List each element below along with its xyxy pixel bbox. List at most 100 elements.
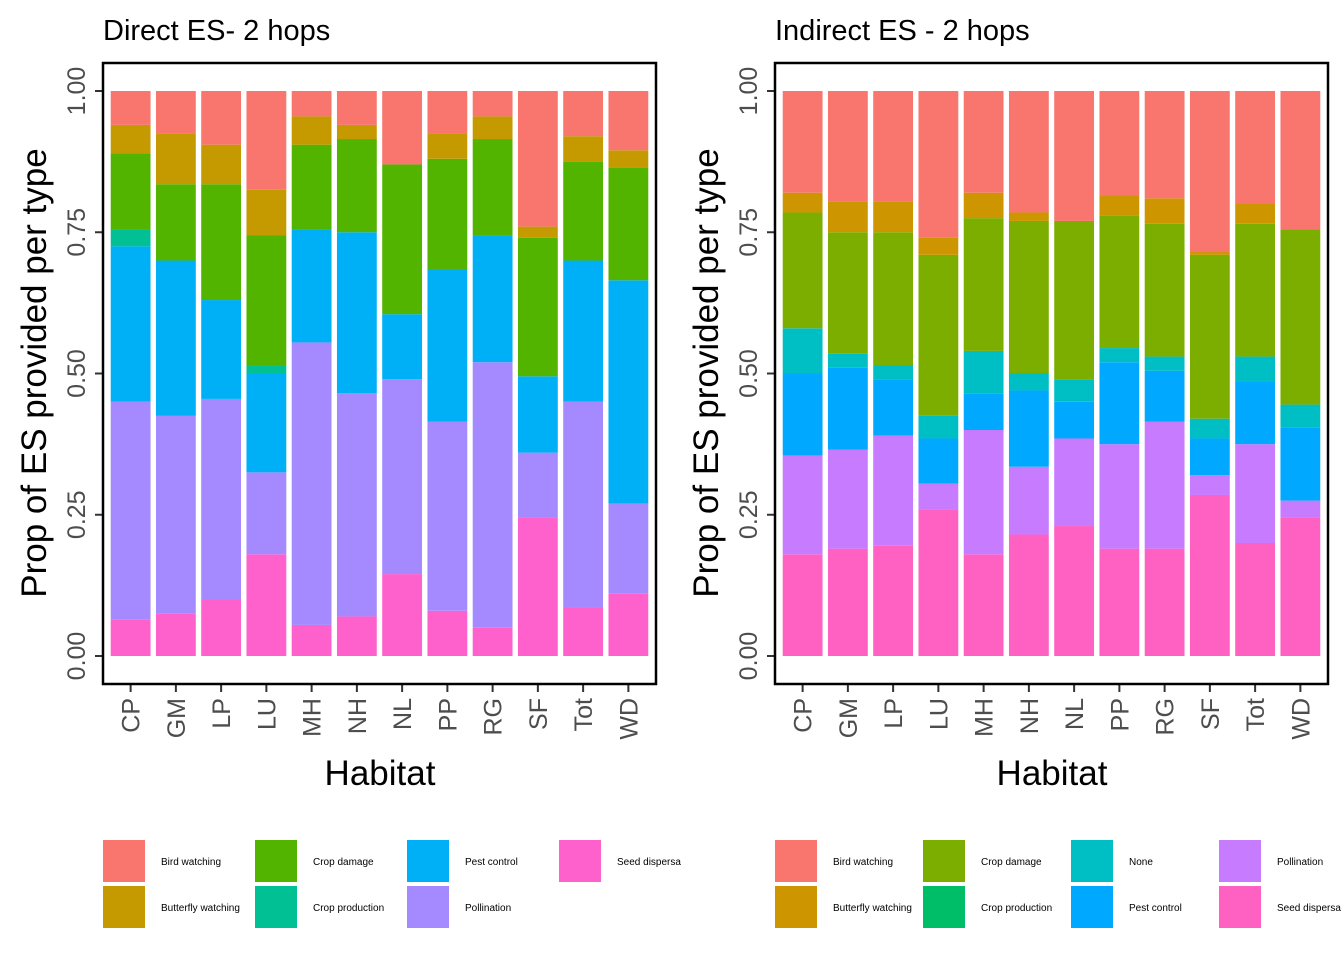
bar-segment-tot-crop-damage xyxy=(563,161,604,261)
bar-segment-gm-pollination xyxy=(155,415,196,614)
legend-label: Butterfly watching xyxy=(161,903,240,914)
bar-segment-sf-butterfly-watching xyxy=(1189,252,1230,255)
bar-segment-lp-pollination xyxy=(201,398,242,600)
bar-segment-gm-butterfly-watching xyxy=(827,201,868,233)
bar-segment-wd-pollination xyxy=(608,503,649,594)
x-tick-label: NH xyxy=(1016,698,1044,734)
bar-segment-tot-butterfly-watching xyxy=(1235,204,1276,224)
legend-swatch xyxy=(255,886,297,928)
y-tick-label: 0.25 xyxy=(63,490,91,539)
bar-segment-lu-butterfly-watching xyxy=(246,189,287,236)
legend-swatch xyxy=(1071,840,1113,882)
y-tick-label: 0.75 xyxy=(63,208,91,257)
legend-label: Crop damage xyxy=(981,857,1042,868)
bar-segment-sf-crop-damage xyxy=(1189,254,1230,419)
x-axis-title: Habitat xyxy=(997,754,1108,793)
bar-segment-wd-crop-damage xyxy=(1280,229,1321,405)
bar-segment-lu-pollination xyxy=(246,472,287,555)
bar-segment-cp-butterfly-watching xyxy=(782,192,823,213)
x-tick-label: PP xyxy=(1106,698,1134,731)
y-tick-label: 0.25 xyxy=(735,490,763,539)
bar-segment-wd-seed-dispersa xyxy=(1280,517,1321,656)
bar-segment-lp-pollination xyxy=(873,435,914,546)
bar-segment-lu-crop-damage xyxy=(918,254,959,416)
bar-segment-nl-pest-control xyxy=(1054,401,1095,439)
x-tick-label: NL xyxy=(389,698,417,730)
bar-segment-tot-pollination xyxy=(563,401,604,608)
legend-label: Crop production xyxy=(313,903,384,914)
bar-segment-rg-bird-watching xyxy=(472,91,513,117)
bar-segment-cp-crop-damage xyxy=(110,153,151,230)
y-axis-title: Prop of ES provided per type xyxy=(687,148,726,597)
x-tick-label: RG xyxy=(480,698,508,736)
bar-segment-wd-bird-watching xyxy=(608,91,649,151)
bar-segment-lp-crop-damage xyxy=(873,232,914,366)
bar-segment-nh-pest-control xyxy=(336,232,377,394)
bar-segment-lu-bird-watching xyxy=(918,91,959,238)
legend-label: Pollination xyxy=(1277,857,1323,868)
bar-segment-rg-butterfly-watching xyxy=(1144,198,1185,224)
bar-segment-lu-bird-watching xyxy=(246,91,287,190)
bar-segment-cp-butterfly-watching xyxy=(110,124,151,154)
bar-segment-lu-seed-dispersa xyxy=(918,509,959,656)
bar-segment-wd-seed-dispersa xyxy=(608,593,649,656)
x-tick-label: LU xyxy=(253,698,281,730)
bar-segment-nh-bird-watching xyxy=(1008,91,1049,213)
y-tick-label: 0.50 xyxy=(63,349,91,398)
bar-segment-cp-pollination xyxy=(782,455,823,555)
legend-swatch xyxy=(775,840,817,882)
y-axis-ticks: 0.00 0.25 0.50 0.75 1.00 xyxy=(63,67,103,680)
x-axis-ticks: CP GM LP LU MH NH NL PP RG SF Tot WD xyxy=(790,684,1315,740)
x-tick-label: GM xyxy=(163,698,191,738)
legend-swatch xyxy=(407,886,449,928)
bar-segment-cp-pest-control xyxy=(110,246,151,402)
bar-segment-nl-crop-damage xyxy=(382,164,423,315)
bar-segment-cp-seed-dispersa xyxy=(782,554,823,656)
bar-segment-rg-pollination xyxy=(472,362,513,628)
bar-segment-nh-pollination xyxy=(336,393,377,617)
x-tick-label: Tot xyxy=(1242,698,1270,731)
x-tick-label: CP xyxy=(790,698,818,733)
bar-segment-gm-bird-watching xyxy=(827,91,868,202)
chart-title: Direct ES- 2 hops xyxy=(103,15,330,47)
legend-swatch xyxy=(775,886,817,928)
bar-segment-pp-pest-control xyxy=(427,268,468,422)
x-tick-label: MH xyxy=(971,698,999,737)
bar-segment-tot-bird-watching xyxy=(563,91,604,137)
x-tick-label: WD xyxy=(615,698,643,740)
plot-border xyxy=(101,61,658,686)
bar-segment-nl-seed-dispersa xyxy=(1054,526,1095,656)
legend-swatch xyxy=(1071,886,1113,928)
bar-segment-cp-bird-watching xyxy=(782,91,823,193)
bar-segment-tot-bird-watching xyxy=(1235,91,1276,204)
bar-segment-gm-bird-watching xyxy=(155,91,196,134)
legend-label: None xyxy=(1129,857,1153,868)
bar-segment-tot-pollination xyxy=(1235,444,1276,544)
bar-segment-nl-bird-watching xyxy=(1054,91,1095,221)
bar-segment-cp-none xyxy=(782,328,823,374)
bar-segment-gm-none xyxy=(827,353,868,368)
bar-segment-gm-butterfly-watching xyxy=(155,133,196,185)
bar-segment-pp-bird-watching xyxy=(427,91,468,134)
bar-segment-pp-pest-control xyxy=(1099,362,1140,445)
bar-layer xyxy=(782,91,1321,656)
legend-label: Crop damage xyxy=(313,857,374,868)
bar-segment-rg-seed-dispersa xyxy=(1144,548,1185,656)
bar-segment-sf-pest-control xyxy=(1189,438,1230,476)
legend-label: Seed dispersa xyxy=(1277,903,1341,914)
bar-segment-tot-seed-dispersa xyxy=(1235,543,1276,656)
bar-segment-nh-pollination xyxy=(1008,466,1049,535)
bar-segment-rg-pollination xyxy=(1144,421,1185,549)
y-tick-label: 1.00 xyxy=(735,67,763,116)
bar-segment-nh-seed-dispersa xyxy=(1008,534,1049,656)
bar-segment-pp-pollination xyxy=(1099,444,1140,549)
bar-segment-nh-butterfly-watching xyxy=(336,124,377,140)
plot-border xyxy=(773,61,1330,686)
bar-segment-gm-pollination xyxy=(827,449,868,549)
x-tick-label: MH xyxy=(299,698,327,737)
bar-segment-lp-pest-control xyxy=(873,379,914,436)
x-tick-label: LU xyxy=(925,698,953,730)
bar-segment-lu-pollination xyxy=(918,483,959,510)
bar-segment-nh-none xyxy=(1008,373,1049,391)
bar-segment-nh-crop-damage xyxy=(1008,220,1049,374)
